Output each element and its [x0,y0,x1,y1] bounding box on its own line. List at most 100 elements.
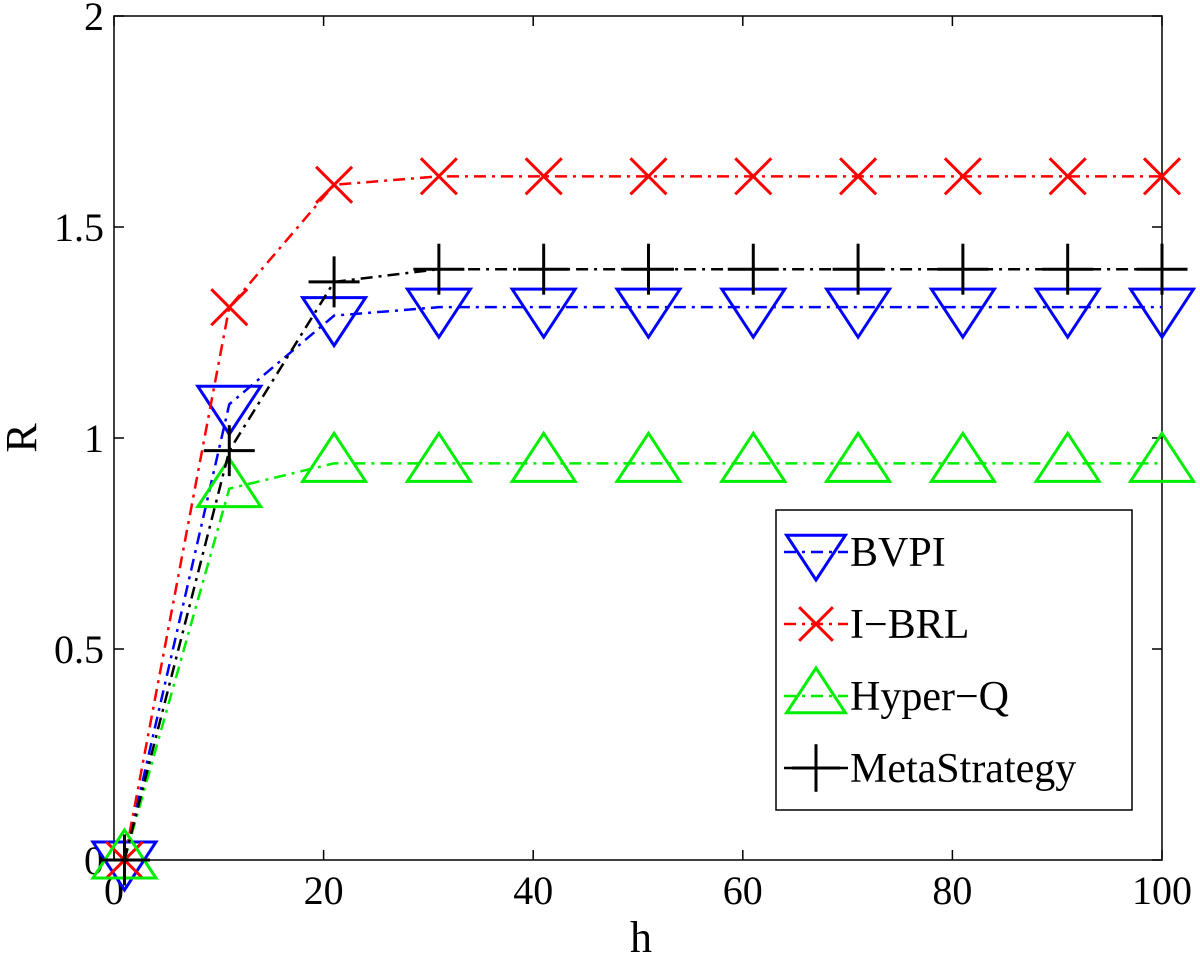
x-axis-label: h [630,913,652,954]
triangle-up-marker [928,430,998,483]
data-point [299,430,369,483]
data-point [509,430,578,483]
x-marker-stroke [798,606,834,642]
x-marker-stroke [1142,157,1182,196]
x-tick-label: 80 [932,868,972,913]
legend-marker [798,606,834,642]
x-marker-stroke [629,157,668,196]
data-point [413,243,465,295]
data-point [404,287,474,340]
data-point [622,243,674,295]
legend-entry: Hyper−Q [783,665,1009,720]
data-point [195,455,264,509]
data-point [832,243,884,295]
triangle-up-marker [823,430,893,483]
data-point [614,430,683,483]
data-point [1136,243,1188,295]
triangle-down-marker [404,287,474,340]
data-point [203,425,255,477]
y-axis-label: R [0,423,46,453]
data-point [727,243,779,295]
legend-label: Hyper−Q [850,674,1009,720]
series-line [123,175,1162,861]
x-marker-stroke [1048,157,1087,196]
x-tick-label: 40 [513,868,553,913]
data-point [614,287,683,340]
data-point [937,243,989,295]
y-tick-label: 2 [84,0,104,39]
data-point [1127,430,1197,483]
data-point [1042,243,1094,295]
data-point [308,256,360,308]
triangle-down-marker [783,533,849,583]
data-point [1033,287,1102,340]
data-point [419,157,458,196]
legend-marker [792,744,840,792]
data-point [524,157,563,196]
triangle-up-marker [299,430,369,483]
triangle-up-marker [719,430,788,483]
triangle-down-marker [614,287,683,340]
legend-label: MetaStrategy [850,746,1076,792]
data-point [928,430,998,483]
legend-entry: MetaStrategy [784,744,1076,792]
triangle-up-marker [614,430,683,483]
data-point [629,157,668,196]
data-point [1033,430,1102,483]
series-i-brl [105,157,1182,880]
data-point [195,384,264,437]
data-point [210,288,249,327]
triangle-up-marker [509,430,578,483]
x-tick-label: 20 [304,868,344,913]
legend-box [775,509,1133,811]
legend-label: I−BRL [850,602,969,648]
y-tick-label: 1.5 [54,205,104,250]
data-point [518,243,570,295]
x-marker-stroke [839,157,878,196]
x-marker-stroke [210,288,249,327]
data-point [943,157,982,196]
data-point [719,430,788,483]
series-line [123,305,1162,861]
x-marker-stroke [734,157,773,196]
data-point [719,287,788,340]
triangle-up-marker [783,665,849,715]
x-tick-label: 60 [723,868,763,913]
y-tick-label: 0.5 [54,627,104,672]
y-tick-label: 1 [84,416,104,461]
data-point [404,430,474,483]
legend: BVPI I−BRL Hyper−Q MetaStrategy [775,509,1133,811]
triangle-down-marker [195,384,264,437]
data-point [1048,157,1087,196]
x-marker-stroke [524,157,563,196]
legend-marker [783,533,849,583]
triangle-down-marker [823,287,893,340]
legend-entry: BVPI [783,530,946,583]
data-point [1142,157,1182,196]
x-marker-stroke [419,157,458,196]
data-point [823,430,893,483]
data-point [315,165,354,204]
data-point [823,287,893,340]
legend-label: BVPI [850,530,946,576]
triangle-down-marker [928,287,998,340]
series-layer [90,157,1197,893]
x-marker-stroke [943,157,982,196]
legend-marker [783,665,849,715]
data-point [839,157,878,196]
x-tick-label: 100 [1132,868,1192,913]
triangle-down-marker [719,287,788,340]
x-marker-stroke [315,165,354,204]
triangle-up-marker [1033,430,1102,483]
data-point [734,157,773,196]
series-metastrategy [98,243,1188,886]
data-point [509,287,578,340]
legend-entry: I−BRL [784,602,969,648]
triangle-up-marker [404,430,474,483]
triangle-down-marker [509,287,578,340]
data-point [98,834,150,886]
data-point [928,287,998,340]
